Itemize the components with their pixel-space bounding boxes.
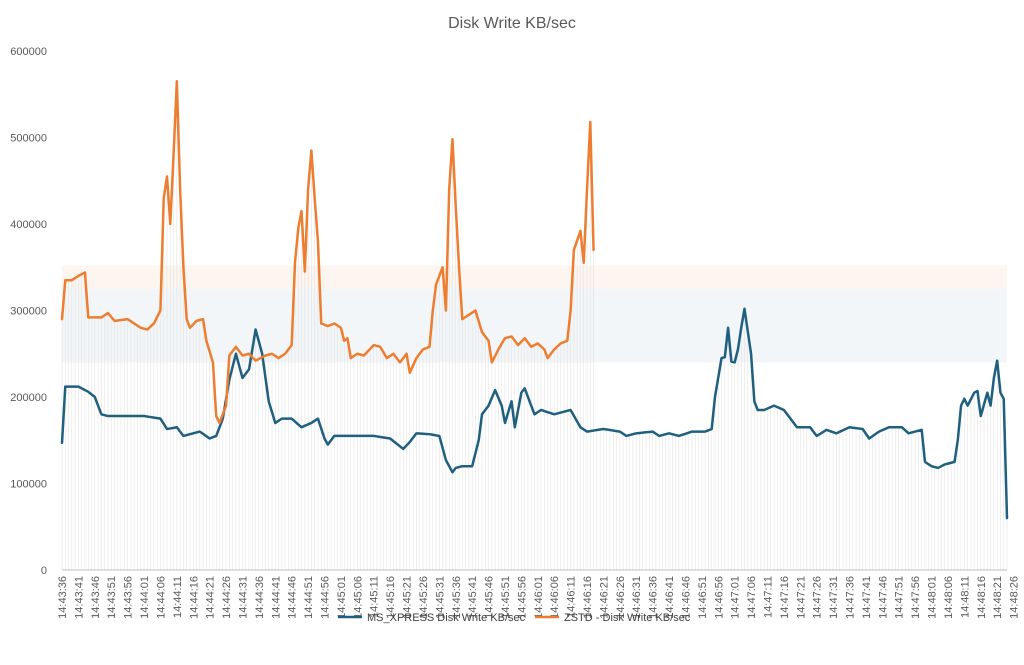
x-tick-label: 14:46:31 <box>631 576 643 619</box>
y-tick-label: 100000 <box>10 479 47 491</box>
x-tick-label: 14:47:21 <box>795 576 807 619</box>
x-tick-label: 14:46:16 <box>582 576 594 619</box>
x-tick-label: 14:45:41 <box>467 576 479 619</box>
x-tick-label: 14:43:51 <box>106 576 118 619</box>
x-tick-label: 14:45:06 <box>352 576 364 619</box>
x-tick-label: 14:46:56 <box>713 576 725 619</box>
x-tick-label: 14:43:36 <box>57 576 69 619</box>
upper-band-shade <box>62 265 1007 289</box>
chart-title: Disk Write KB/sec <box>448 15 576 32</box>
legend-label-zstd: ZSTD - Disk Write KB/sec <box>564 612 691 624</box>
x-tick-label: 14:46:51 <box>697 576 709 619</box>
x-tick-label: 14:44:41 <box>270 576 282 619</box>
x-tick-label: 14:47:16 <box>779 576 791 619</box>
x-tick-label: 14:48:26 <box>1009 576 1021 619</box>
x-tick-label: 14:44:21 <box>205 576 217 619</box>
x-tick-label: 14:44:06 <box>155 576 167 619</box>
x-tick-label: 14:48:21 <box>992 576 1004 619</box>
y-tick-label: 600000 <box>10 46 47 58</box>
x-tick-label: 14:45:01 <box>336 576 348 619</box>
series-line-zstd <box>60 80 595 425</box>
x-tick-label: 14:46:06 <box>549 576 561 619</box>
x-tick-label: 14:47:36 <box>845 576 857 619</box>
x-tick-label: 14:46:01 <box>533 576 545 619</box>
y-tick-label: 500000 <box>10 133 47 145</box>
x-tick-label: 14:47:26 <box>812 576 824 619</box>
x-tick-label: 14:46:11 <box>566 576 578 618</box>
x-tick-label: 14:48:06 <box>943 576 955 619</box>
x-tick-label: 14:46:36 <box>648 576 660 619</box>
x-tick-label: 14:48:16 <box>976 576 988 619</box>
x-tick-label: 14:48:11 <box>959 576 971 618</box>
series-layer <box>60 80 1009 520</box>
x-tick-label: 14:45:21 <box>402 576 414 619</box>
x-tick-label: 14:48:01 <box>927 576 939 619</box>
legend: MS_XPRESS Disk Write KB/sec ZSTD - Disk … <box>338 612 691 624</box>
x-tick-label: 14:44:46 <box>287 576 299 619</box>
x-tick-label: 14:46:21 <box>598 576 610 619</box>
x-tick-label: 14:44:51 <box>303 576 315 619</box>
x-tick-label: 14:45:56 <box>516 576 528 619</box>
x-tick-label: 14:45:36 <box>451 576 463 619</box>
x-tick-label: 14:43:56 <box>123 576 135 619</box>
x-tick-label: 14:44:11 <box>172 576 184 618</box>
x-tick-label: 14:45:51 <box>500 576 512 619</box>
x-tick-label: 14:44:16 <box>188 576 200 619</box>
x-tick-label: 14:44:26 <box>221 576 233 619</box>
sample-drop-lines <box>61 81 1008 570</box>
x-tick-label: 14:47:51 <box>894 576 906 619</box>
x-tick-label: 14:44:01 <box>139 576 151 619</box>
x-tick-label: 14:43:46 <box>90 576 102 619</box>
x-tick-label: 14:45:46 <box>484 576 496 619</box>
x-tick-label: 14:44:36 <box>254 576 266 619</box>
y-tick-label: 400000 <box>10 219 47 231</box>
x-tick-label: 14:47:11 <box>762 576 774 618</box>
x-tick-label: 14:45:11 <box>369 576 381 618</box>
x-tick-label: 14:44:31 <box>237 576 249 619</box>
x-tick-label: 14:47:56 <box>910 576 922 619</box>
x-tick-label: 14:47:01 <box>730 576 742 619</box>
x-tick-label: 14:47:41 <box>861 576 873 619</box>
chart-background-fill-layer <box>61 81 1008 570</box>
x-tick-label: 14:44:56 <box>320 576 332 619</box>
series-line-ms-xpress <box>60 307 1009 520</box>
axis-layer: 0 100000 200000 300000 400000 500000 600000 14:… <box>10 46 1020 619</box>
y-tick-label: 0 <box>41 565 47 577</box>
x-tick-label: 14:45:31 <box>434 576 446 619</box>
x-tick-label: 14:45:16 <box>385 576 397 619</box>
x-tick-label: 14:47:06 <box>746 576 758 619</box>
x-tick-label: 14:46:46 <box>680 576 692 619</box>
x-tick-label: 14:46:41 <box>664 576 676 619</box>
y-tick-label: 300000 <box>10 306 47 318</box>
legend-label-ms-xpress: MS_XPRESS Disk Write KB/sec <box>367 612 526 624</box>
x-tick-label: 14:46:26 <box>615 576 627 619</box>
x-tick-label: 14:45:26 <box>418 576 430 619</box>
x-tick-label: 14:47:31 <box>828 576 840 619</box>
x-tick-label: 14:43:41 <box>73 576 85 619</box>
x-tick-label: 14:47:46 <box>877 576 889 619</box>
y-tick-label: 200000 <box>10 392 47 404</box>
